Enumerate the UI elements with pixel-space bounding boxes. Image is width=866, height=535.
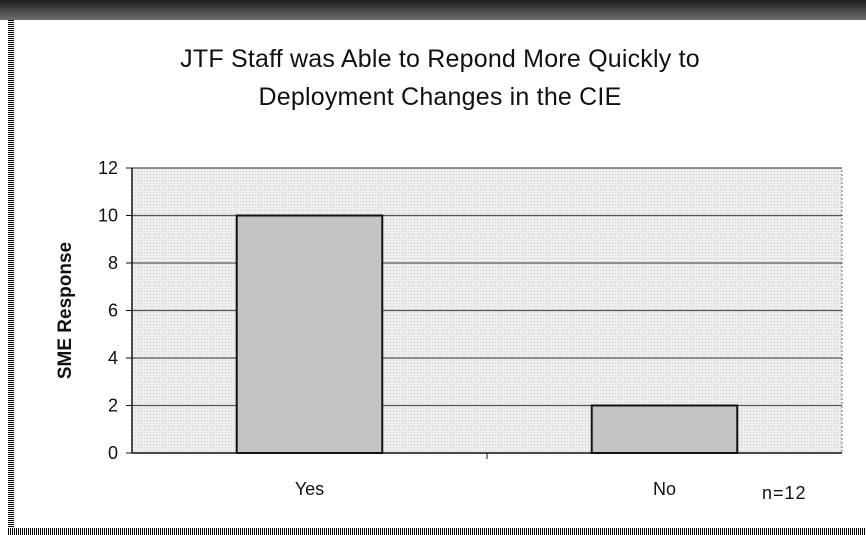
- x-axis-ticks: Yes No: [295, 453, 676, 499]
- figure-left-border: [8, 20, 14, 535]
- y-tick-label: 10: [98, 206, 118, 226]
- y-tick-label: 8: [108, 253, 118, 273]
- bars: [235, 214, 739, 454]
- figure-top-bar: [0, 0, 866, 20]
- x-tick-label: Yes: [295, 479, 324, 499]
- bar-no: [590, 404, 739, 454]
- chart-title: JTF Staff was Able to Repond More Quickl…: [180, 45, 700, 111]
- y-tick-label: 4: [108, 348, 118, 368]
- y-tick-label: 2: [108, 396, 118, 416]
- figure-bottom-border: [8, 528, 866, 535]
- x-tick-label: No: [653, 479, 676, 499]
- y-tick-label: 12: [98, 158, 118, 178]
- bar-yes: [235, 214, 384, 454]
- y-tick-label: 0: [108, 443, 118, 463]
- y-tick-label: 6: [108, 301, 118, 321]
- sample-size-annotation: n=12: [762, 483, 807, 503]
- y-axis-title: SME Response: [55, 242, 76, 379]
